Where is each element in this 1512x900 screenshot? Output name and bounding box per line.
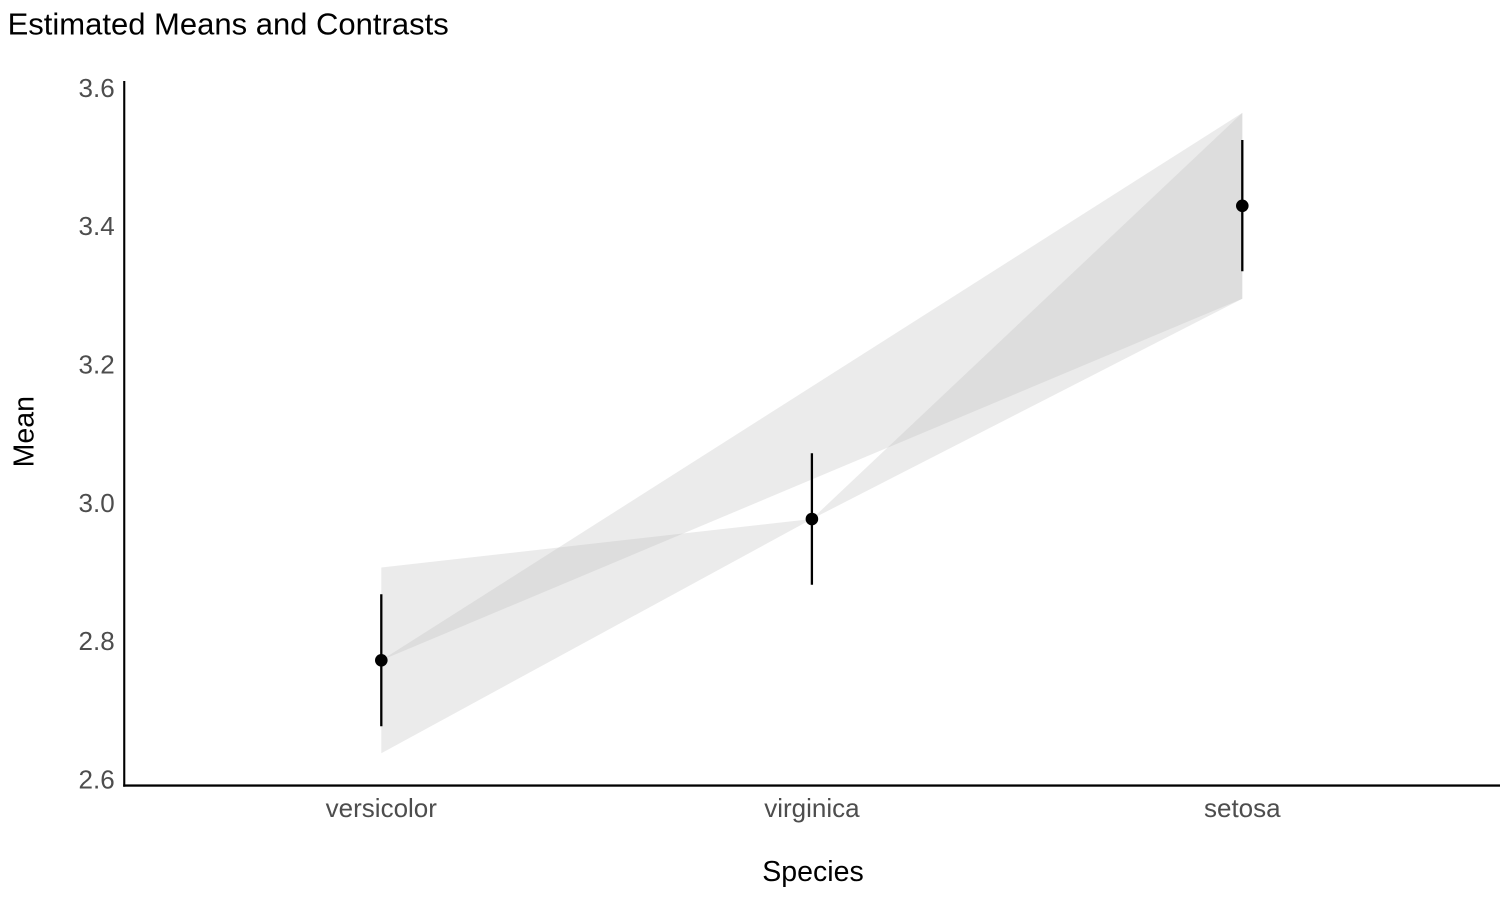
svg-text:Estimated Means and Contrasts: Estimated Means and Contrasts bbox=[8, 6, 449, 41]
svg-text:Species: Species bbox=[762, 856, 863, 888]
svg-text:2.6: 2.6 bbox=[79, 764, 115, 794]
svg-text:virginica: virginica bbox=[764, 793, 860, 823]
svg-text:setosa: setosa bbox=[1204, 793, 1281, 823]
svg-text:3.6: 3.6 bbox=[79, 73, 115, 103]
svg-text:3.2: 3.2 bbox=[79, 350, 115, 380]
svg-text:2.8: 2.8 bbox=[79, 626, 115, 656]
svg-text:versicolor: versicolor bbox=[326, 793, 438, 823]
svg-text:3.0: 3.0 bbox=[79, 488, 115, 518]
svg-text:3.4: 3.4 bbox=[79, 211, 115, 241]
svg-text:Mean: Mean bbox=[8, 396, 40, 467]
